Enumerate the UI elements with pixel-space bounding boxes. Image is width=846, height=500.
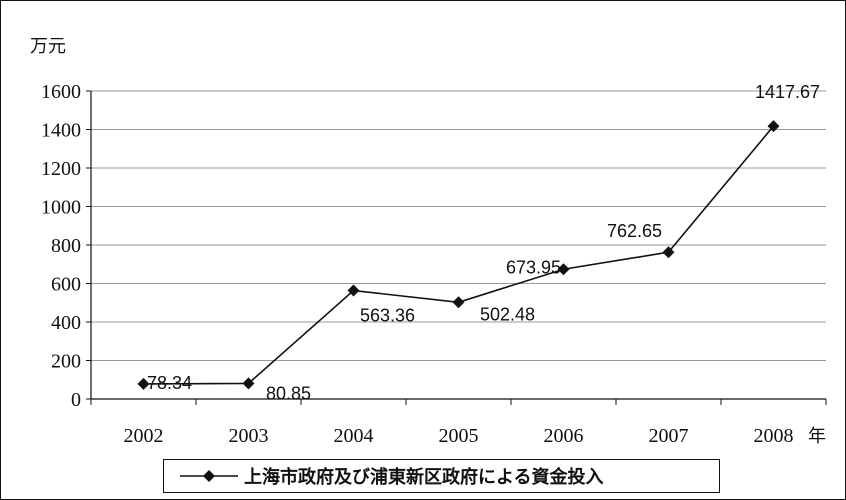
data-label-2007: 762.65	[607, 221, 662, 241]
data-point-2004	[347, 284, 360, 297]
legend-diamond-icon	[203, 470, 215, 482]
x-tick-label-2002: 2002	[124, 425, 164, 447]
y-tick-labels: 0 200 400 600 800 1000 1200 1400 1600	[41, 81, 81, 411]
x-tick-label-2004: 2004	[334, 425, 374, 447]
y-axis-unit-label: 万元	[30, 36, 66, 57]
data-label-2005: 502.48	[480, 304, 535, 324]
x-axis-unit-label: 年	[808, 426, 826, 447]
data-label-2004: 563.36	[360, 306, 415, 326]
data-labels: 78.34 80.85 563.36 502.48 673.95 762.65 1417.6…	[147, 82, 820, 403]
legend: 上海市政府及び浦東新区政府による資金投入	[163, 459, 720, 493]
y-tick-label-1600: 1600	[41, 81, 81, 103]
y-tick-label-400: 400	[51, 312, 81, 334]
y-tick-label-1400: 1400	[41, 120, 81, 142]
gridlines	[91, 90, 826, 361]
data-label-2002: 78.34	[147, 373, 192, 393]
axes	[86, 90, 827, 405]
data-point-2002	[137, 377, 150, 390]
y-tick-label-1200: 1200	[41, 158, 81, 180]
data-label-2003: 80.85	[266, 383, 311, 403]
y-tick-label-200: 200	[51, 351, 81, 373]
x-tick-label-2006: 2006	[544, 425, 584, 447]
data-point-2007	[662, 246, 675, 259]
y-tick-label-600: 600	[51, 274, 81, 296]
x-tick-labels: 2002 2003 2004 2005 2006 2007 2008	[124, 425, 794, 447]
series-markers	[137, 120, 780, 390]
data-label-2008: 1417.67	[755, 82, 820, 102]
data-point-2003	[242, 377, 255, 390]
x-tick-label-2005: 2005	[439, 425, 479, 447]
data-label-2006: 673.95	[506, 257, 561, 277]
data-point-2008	[767, 120, 780, 133]
y-tick-label-0: 0	[71, 389, 81, 411]
x-tick-label-2007: 2007	[649, 425, 689, 447]
x-tick-label-2008: 2008	[754, 425, 794, 447]
y-tick-label-1000: 1000	[41, 197, 81, 219]
data-point-2005	[452, 296, 465, 309]
legend-label: 上海市政府及び浦東新区政府による資金投入	[244, 466, 603, 488]
y-tick-label-800: 800	[51, 235, 81, 257]
legend-box	[163, 459, 720, 493]
data-point-2006	[557, 263, 570, 276]
x-tick-label-2003: 2003	[229, 425, 269, 447]
